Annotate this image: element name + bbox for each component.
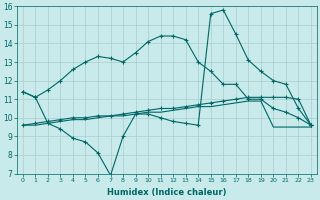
X-axis label: Humidex (Indice chaleur): Humidex (Indice chaleur)	[107, 188, 227, 197]
